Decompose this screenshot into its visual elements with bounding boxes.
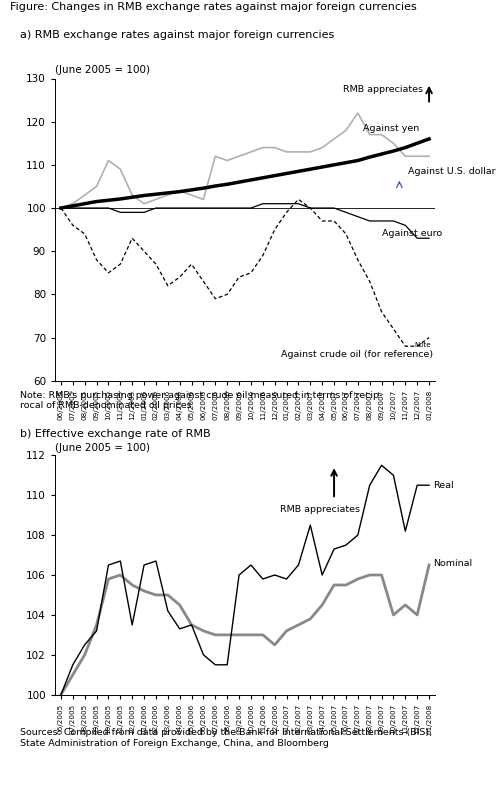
Text: Real: Real (432, 480, 453, 490)
Text: Note: RMB's purchasing power against crude oil measured in terms of recip-
rocal: Note: RMB's purchasing power against cru… (20, 391, 382, 411)
Text: RMB appreciates: RMB appreciates (343, 85, 423, 94)
Text: Sources: Compiled from data provided by the Bank for International Settlements (: Sources: Compiled from data provided by … (20, 728, 432, 748)
Text: Figure: Changes in RMB exchange rates against major foreign currencies: Figure: Changes in RMB exchange rates ag… (10, 2, 417, 13)
Text: (June 2005 = 100): (June 2005 = 100) (55, 65, 150, 75)
Text: Against crude oil (for reference): Against crude oil (for reference) (280, 350, 433, 360)
Text: Against U.S. dollar: Against U.S. dollar (408, 167, 496, 176)
Text: Against euro: Against euro (382, 229, 442, 239)
Text: a) RMB exchange rates against major foreign currencies: a) RMB exchange rates against major fore… (20, 30, 334, 40)
Text: (June 2005 = 100): (June 2005 = 100) (55, 443, 150, 453)
Text: b) Effective exchange rate of RMB: b) Effective exchange rate of RMB (20, 429, 210, 440)
Text: Nominal: Nominal (432, 559, 472, 568)
Text: Note: Note (415, 342, 432, 349)
Text: RMB appreciates: RMB appreciates (280, 506, 360, 514)
Text: Against yen: Against yen (364, 124, 420, 133)
